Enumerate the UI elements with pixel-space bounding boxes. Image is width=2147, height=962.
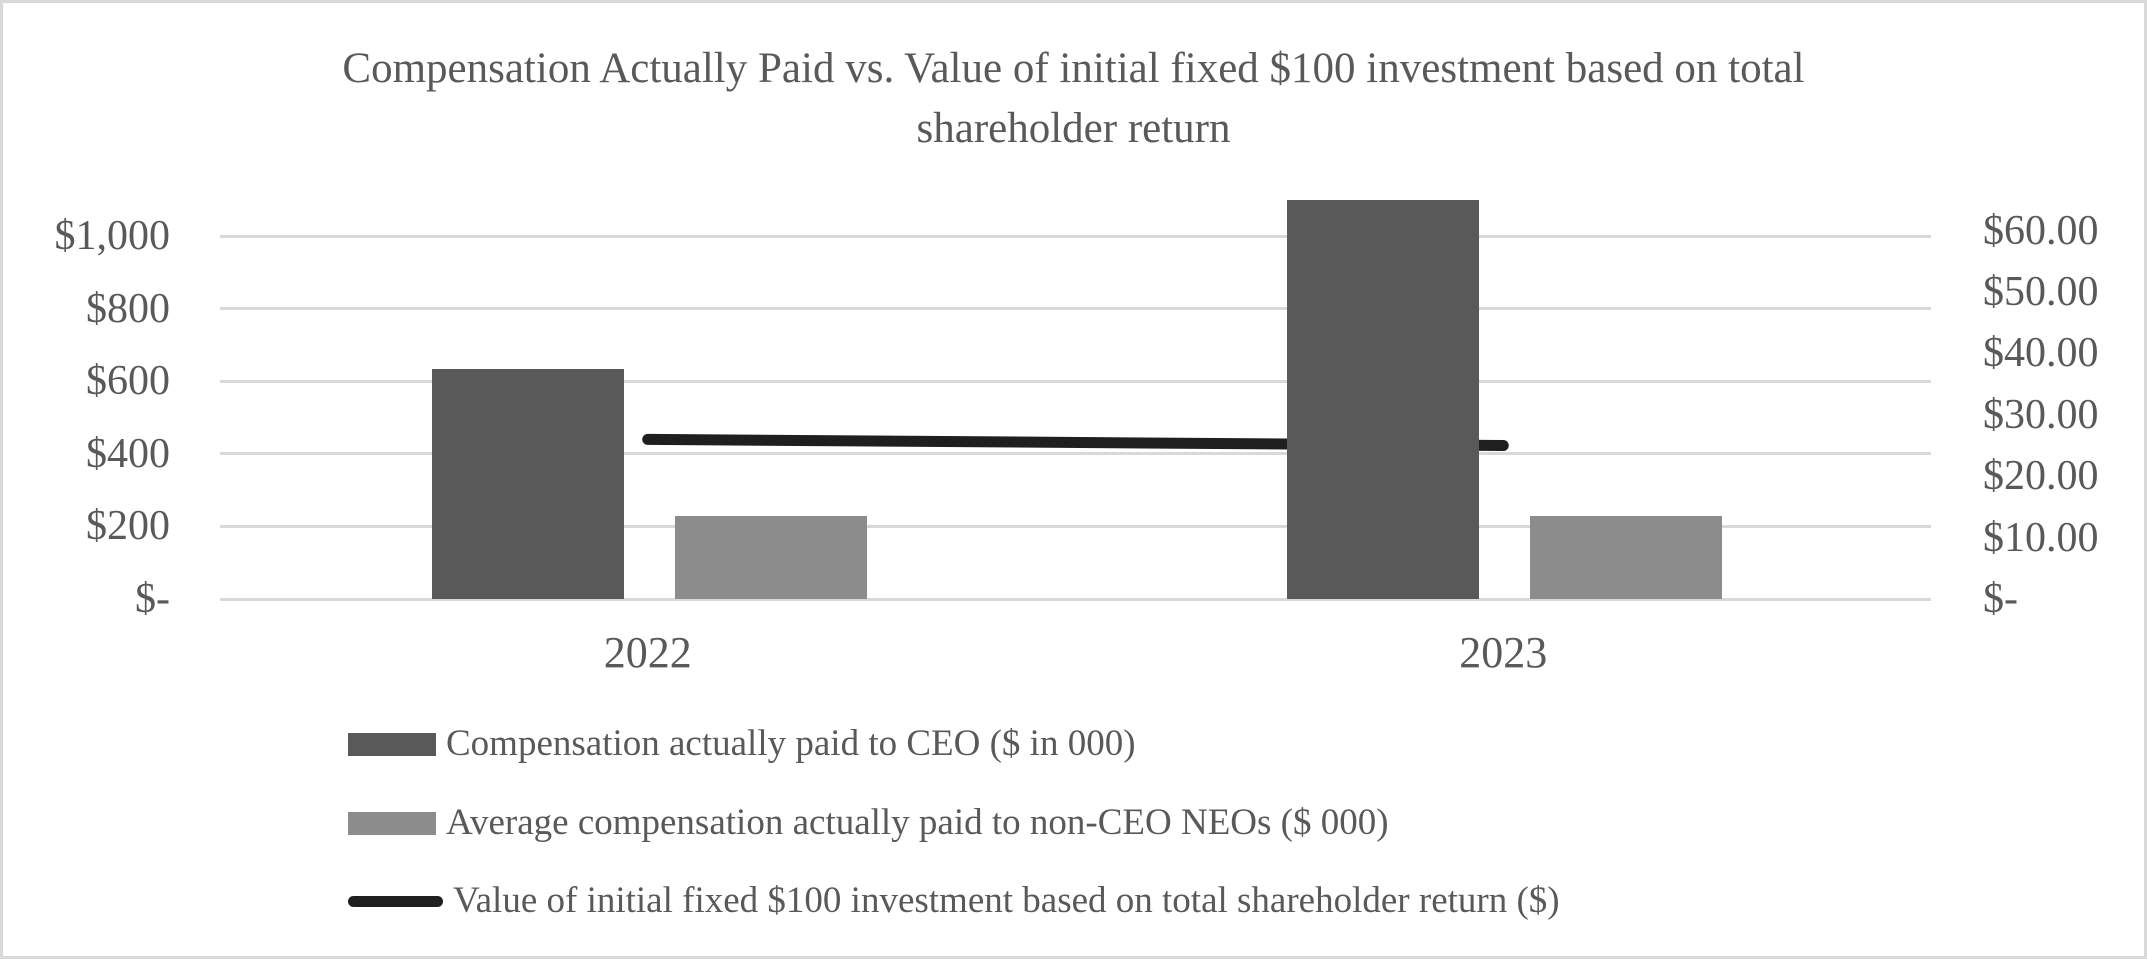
gridline <box>220 452 1931 456</box>
gridline <box>220 379 1931 383</box>
legend-item-neo-compensation: Average compensation actually paid to no… <box>348 801 1389 845</box>
bar-ceo-2022 <box>431 368 624 599</box>
legend-label-tsr-line: Value of initial fixed $100 investment b… <box>453 880 1560 921</box>
y-axis-right-tick-label: $40.00 <box>1983 330 2099 377</box>
y-axis-left-tick-label: $600 <box>86 358 170 405</box>
y-axis-right-tick-label: $- <box>1983 576 2018 622</box>
gridline <box>220 524 1931 528</box>
y-axis-right-tick-label: $10.00 <box>1983 514 2099 561</box>
bar-ceo-2023 <box>1287 200 1480 599</box>
legend-label-ceo-compensation: Compensation actually paid to CEO ($ in … <box>446 723 1136 764</box>
legend-label-neo-compensation: Average compensation actually paid to no… <box>446 802 1389 843</box>
x-axis-label-2022: 2022 <box>603 628 692 677</box>
chart-title-line-2: shareholder return <box>916 105 1231 152</box>
legend-swatch-neo-compensation <box>348 811 436 835</box>
y-axis-left-tick-label: $800 <box>86 285 170 332</box>
chart-title-line-1: Compensation Actually Paid vs. Value of … <box>342 45 1805 92</box>
y-axis-left-tick-label: $- <box>135 576 170 622</box>
legend-item-ceo-compensation: Compensation actually paid to CEO ($ in … <box>348 722 1136 766</box>
bar-neo-2022 <box>674 516 867 599</box>
y-axis-right-tick-label: $20.00 <box>1983 453 2099 500</box>
gridline <box>220 597 1931 601</box>
plot-area: $1,000 $800 $600 $400 $200 $- $60.00 $50.00 $40.… <box>3 3 2147 962</box>
gridline <box>220 307 1931 311</box>
x-axis-label-2023: 2023 <box>1459 628 1548 677</box>
y-axis-left-tick-label: $1,000 <box>54 213 171 260</box>
y-axis-right-tick-label: $50.00 <box>1983 269 2099 316</box>
y-axis-right-tick-label: $60.00 <box>1983 207 2099 254</box>
bar-neo-2023 <box>1530 516 1723 599</box>
legend-item-tsr-line: Value of initial fixed $100 investment b… <box>348 879 1560 923</box>
legend-swatch-tsr-line <box>348 895 443 907</box>
y-axis-left-tick-label: $400 <box>86 430 170 477</box>
chart-title: Compensation Actually Paid vs. Value of … <box>3 39 2144 159</box>
y-axis-left-tick-label: $200 <box>86 503 170 550</box>
gridline <box>220 234 1931 238</box>
legend-swatch-ceo-compensation <box>348 732 436 756</box>
y-axis-right-tick-label: $30.00 <box>1983 391 2099 438</box>
